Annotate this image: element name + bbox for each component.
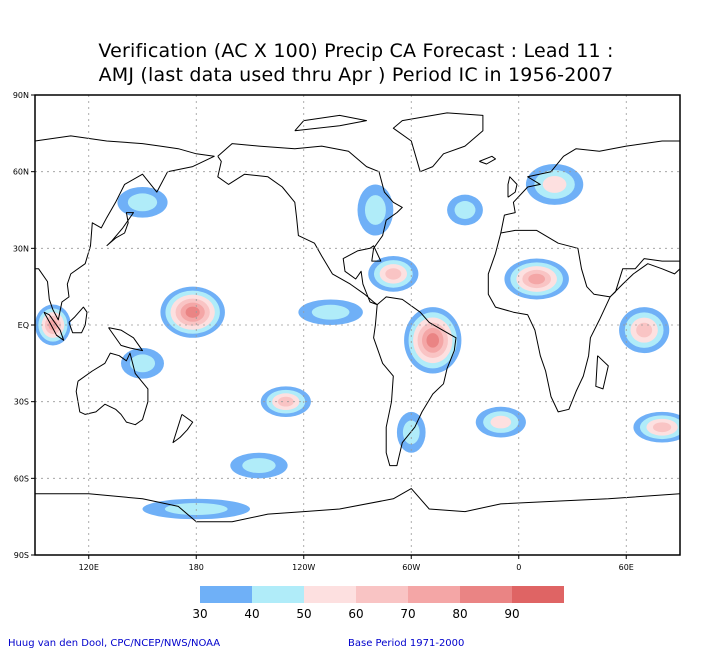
legend-swatch [304,586,356,603]
title-line-1: Verification (AC X 100) Precip CA Foreca… [98,40,614,62]
legend-swatch [356,586,408,603]
skill-shading [35,164,680,520]
skill-region [619,307,670,354]
skill-region [117,187,168,218]
skill-region [357,184,394,236]
longitude-labels: 120E 180 120W 60W 0 60E [79,555,634,572]
base-period-text: Base Period 1971-2000 [348,638,465,649]
coastline-japan [106,212,134,247]
latitude-label: 90S [14,551,29,560]
graticule [35,95,680,555]
latitude-label: 90N [13,91,29,100]
legend-swatch [460,586,512,603]
legend-label: 80 [452,607,467,621]
coastline-eurasia [500,140,680,234]
skill-region [368,256,419,292]
coastline-sumatra [43,311,65,341]
coastline-africa [487,229,611,413]
legend-swatch [252,586,304,603]
skill-region [404,307,462,374]
latitude-label: 60N [13,168,29,177]
legend-label: 50 [296,607,311,621]
skill-region [298,299,363,325]
legend-swatch [512,586,564,603]
coastline-greenland [392,112,484,173]
legend-label: 90 [504,607,519,621]
credit-text: Huug van den Dool, CPC/NCEP/NWS/NOAA [8,638,221,649]
legend-swatch [200,586,252,603]
longitude-label: 180 [189,563,204,572]
legend-label: 70 [400,607,415,621]
skill-region [475,406,526,438]
title-line-2: AMJ (last data used thru Apr ) Period IC… [98,64,614,86]
coastline-arctic-islands [294,114,367,132]
coastline-borneo [68,306,88,334]
latitude-label: 30S [14,398,29,407]
coastline-madagascar [595,355,609,390]
legend-swatch [408,586,460,603]
skill-region [160,286,225,338]
latitude-label: 60S [14,474,29,483]
skill-region [121,348,164,379]
skill-region [633,411,680,443]
legend-label: 30 [192,607,207,621]
coastline-new-guinea [108,327,143,352]
coastline-south-america [373,296,457,467]
coastline-iceland [479,155,496,165]
longitude-label: 120W [292,563,315,572]
skill-region [260,386,311,417]
longitude-label: 120E [79,563,99,572]
coastline-asia-east [35,135,215,321]
longitude-label: 60W [402,563,420,572]
coastline-asia-south [609,258,680,298]
skill-region [447,194,483,226]
latitude-labels: 90N 60N 30N EQ 30S 60S 90S [13,91,35,560]
skill-region [230,452,288,479]
skill-region [525,164,584,205]
legend-label: 40 [244,607,259,621]
coastline-new-zealand [172,413,194,444]
coastline-uk [507,176,518,198]
longitude-label: 0 [516,563,521,572]
color-legend: 30 40 50 60 70 80 90 [192,586,564,621]
legend-label: 60 [348,607,363,621]
latitude-label: 30N [13,244,29,253]
coastlines [35,112,680,523]
skill-region [504,258,569,300]
longitude-label: 60E [619,563,634,572]
coastline-antarctica [35,488,680,523]
latitude-label: EQ [18,321,29,330]
